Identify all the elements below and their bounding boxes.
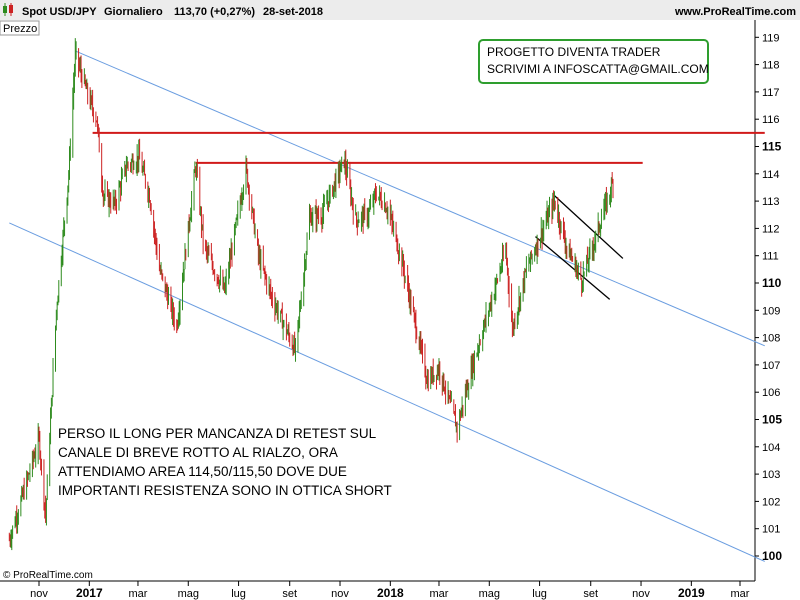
price-tick-label: 111 <box>762 251 779 263</box>
price-tick-label: 108 <box>762 333 780 345</box>
time-tick-label: nov <box>632 588 650 600</box>
time-axis: nov 2017 mar mag lug set nov 2018 mar mag lug set no… <box>30 581 750 600</box>
analysis-note-line-1: PERSO IL LONG PER MANCANZA DI RETEST SUL <box>58 426 377 441</box>
price-tick-label: 114 <box>762 169 780 181</box>
time-tick-label: nov <box>30 588 48 600</box>
header-period: Giornaliero <box>104 6 163 18</box>
time-tick-label: set <box>282 588 297 600</box>
panel-label: Prezzo <box>3 23 37 35</box>
price-axis: 119 118 117 116 115 114 113 112 111 110 109 108 107 1… <box>755 32 782 563</box>
short-channel-line <box>554 195 624 259</box>
time-tick-label: mar <box>430 588 449 600</box>
time-tick-label: 2018 <box>377 586 404 600</box>
header-symbol: Spot USD/JPY <box>22 6 97 18</box>
price-tick-label: 103 <box>762 469 780 481</box>
price-tick-label: 110 <box>762 276 782 290</box>
price-tick-label: 117 <box>762 87 780 99</box>
candle-logo-icon <box>3 3 13 16</box>
copyright-text: © ProRealTime.com <box>3 570 93 581</box>
header-bar <box>0 0 800 20</box>
analysis-note-line-3: ATTENDIAMO AREA 114,50/115,50 DOVE DUE <box>58 464 347 479</box>
time-tick-label: 2019 <box>678 586 705 600</box>
header-date: 28-set-2018 <box>263 6 323 18</box>
time-tick-label: mar <box>128 588 147 600</box>
info-box-line-2: SCRIVIMI A INFOSCATTA@GMAIL.COM <box>487 62 709 76</box>
trend-lines <box>9 50 765 562</box>
price-tick-label: 112 <box>762 223 780 235</box>
header-last-price: 113,70 (+0,27%) <box>174 6 255 18</box>
time-tick-label: set <box>583 588 598 600</box>
time-tick-label: 2017 <box>76 586 103 600</box>
price-tick-label: 100 <box>762 549 782 563</box>
price-tick-label: 104 <box>762 442 780 454</box>
analysis-note-line-2: CANALE DI BREVE ROTTO AL RIALZO, ORA <box>58 445 338 460</box>
info-box-line-1: PROGETTO DIVENTA TRADER <box>487 45 661 59</box>
panel-label-box <box>0 20 40 36</box>
channel-line <box>75 50 765 347</box>
analysis-note-line-4: IMPORTANTI RESISTENZA SONO IN OTTICA SHO… <box>58 483 392 498</box>
price-tick-label: 102 <box>762 496 780 508</box>
time-tick-label: mag <box>479 588 500 600</box>
time-tick-label: mar <box>731 588 750 600</box>
price-tick-label: 118 <box>762 60 780 72</box>
time-tick-label: lug <box>231 588 246 600</box>
price-tick-label: 113 <box>762 196 780 208</box>
plot-area <box>0 20 755 581</box>
time-tick-label: lug <box>532 588 547 600</box>
price-tick-label: 105 <box>762 413 782 427</box>
price-tick-label: 115 <box>762 140 782 154</box>
info-box <box>478 39 709 84</box>
price-tick-label: 119 <box>762 32 780 44</box>
header-site[interactable]: www.ProRealTime.com <box>674 6 796 18</box>
price-tick-label: 107 <box>762 360 780 372</box>
time-tick-label: mag <box>178 588 199 600</box>
price-tick-label: 101 <box>762 524 780 536</box>
price-tick-label: 109 <box>762 305 780 317</box>
price-tick-label: 106 <box>762 387 780 399</box>
time-tick-label: nov <box>331 588 349 600</box>
short-channel-line <box>535 236 611 300</box>
candles <box>8 38 614 551</box>
price-tick-label: 116 <box>762 114 780 126</box>
channel-line <box>9 222 765 562</box>
